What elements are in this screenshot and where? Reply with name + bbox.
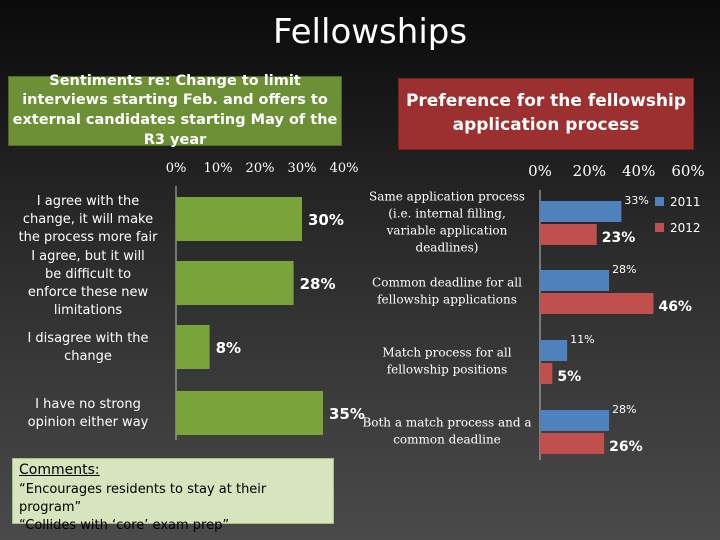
data-label: 5% — [557, 369, 581, 385]
category-label: Common deadline for all fellowship applic… — [372, 276, 522, 307]
legend-label: 2012 — [670, 221, 701, 235]
bar — [540, 270, 610, 291]
data-label: 28% — [612, 403, 636, 416]
category-label: I agree, but it will be difficult to enfor… — [28, 249, 149, 318]
data-label: 28% — [612, 263, 636, 276]
bar — [540, 410, 610, 431]
comment-line: “Collides with ‘core’ exam prep” — [19, 517, 230, 533]
x-tick-label: 40% — [622, 162, 655, 180]
data-label: 23% — [602, 230, 636, 246]
legend-label: 2011 — [670, 195, 701, 209]
data-label: 30% — [308, 211, 344, 229]
bar — [540, 363, 553, 384]
bar — [540, 224, 597, 245]
left-chart-title: Sentiments re: Change to limit interview… — [8, 73, 342, 148]
category-label: I have no strong opinion either way — [28, 397, 149, 430]
x-tick-label: 60% — [671, 162, 704, 180]
data-label: 33% — [624, 194, 648, 207]
comments-box: Comments: “Encourages residents to stay … — [12, 458, 334, 533]
bar — [176, 261, 294, 305]
x-tick-label: 10% — [204, 161, 233, 176]
data-label: 26% — [609, 439, 643, 455]
slide-title: Fellowships — [272, 12, 468, 52]
bar — [540, 340, 568, 361]
legend-swatch — [655, 223, 664, 232]
x-tick-label: 40% — [330, 161, 359, 176]
bar — [176, 391, 323, 435]
comment-line: “Encourages residents to stay at their p… — [19, 481, 267, 515]
bar — [540, 201, 622, 222]
category-label: I disagree with the change — [27, 331, 148, 364]
bar — [176, 325, 210, 369]
data-label: 28% — [300, 275, 336, 293]
category-label: I agree with the change, it will make the … — [19, 194, 159, 245]
bar — [176, 197, 302, 241]
category-label: Match process for all fellowship position… — [382, 346, 511, 377]
data-label: 35% — [329, 405, 365, 423]
data-label: 11% — [570, 333, 594, 346]
category-label: Both a match process and a common deadlin… — [362, 416, 531, 447]
x-tick-label: 0% — [528, 162, 552, 180]
legend-swatch — [655, 197, 664, 206]
x-tick-label: 20% — [573, 162, 606, 180]
x-tick-label: 20% — [246, 161, 275, 176]
x-tick-label: 30% — [288, 161, 317, 176]
comments-heading: Comments: — [19, 462, 100, 478]
data-label: 8% — [216, 339, 241, 357]
x-tick-label: 0% — [166, 161, 187, 176]
right-chart-title: Preference for the fellowship applicatio… — [398, 78, 694, 150]
bar — [540, 433, 605, 454]
data-label: 46% — [658, 299, 692, 315]
bar — [540, 293, 654, 314]
category-label: Same application process (i.e. internal f… — [369, 190, 525, 255]
